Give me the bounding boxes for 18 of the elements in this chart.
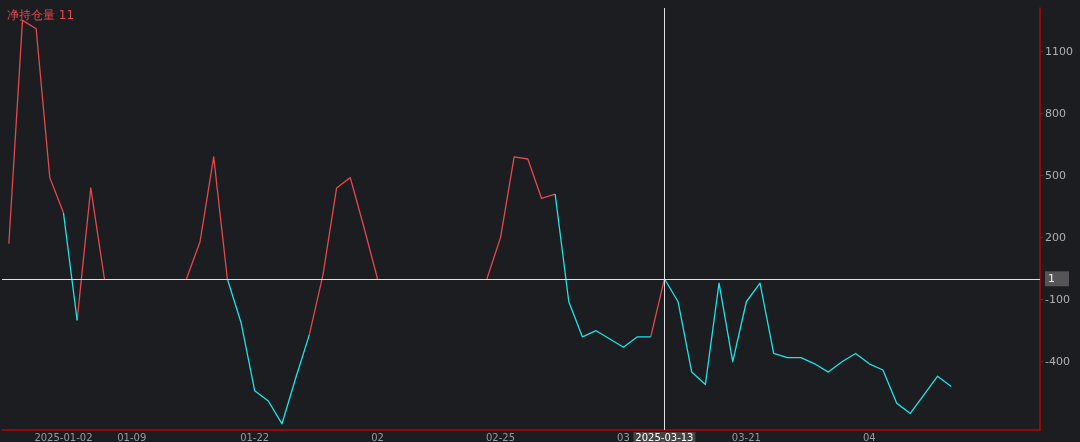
y-tick-label: 800: [1045, 107, 1066, 120]
y-tick-label: 1100: [1045, 44, 1073, 58]
x-tick-label: 02-25: [485, 431, 516, 442]
ref-line-label: 1: [1048, 272, 1055, 286]
chart-title: 净持仓量 11: [7, 8, 75, 22]
x-tick-label: 2025-03-13: [635, 431, 694, 442]
y-tick-label: -400: [1045, 355, 1070, 369]
x-tick-label: 2025-01-02: [34, 431, 93, 442]
y-tick-label: 500: [1045, 169, 1066, 183]
line-series: [663, 278, 952, 415]
x-tick-label: 03: [617, 431, 630, 442]
x-tick-label: 01-22: [240, 431, 270, 442]
x-tick-label: 01-09: [117, 431, 147, 442]
x-tick-label: 02: [371, 431, 384, 442]
x-tick-label: 04: [862, 431, 876, 442]
y-tick-label: 200: [1045, 231, 1066, 245]
x-tick-label: 03-21: [731, 431, 761, 442]
y-tick-label: -100: [1045, 293, 1070, 307]
